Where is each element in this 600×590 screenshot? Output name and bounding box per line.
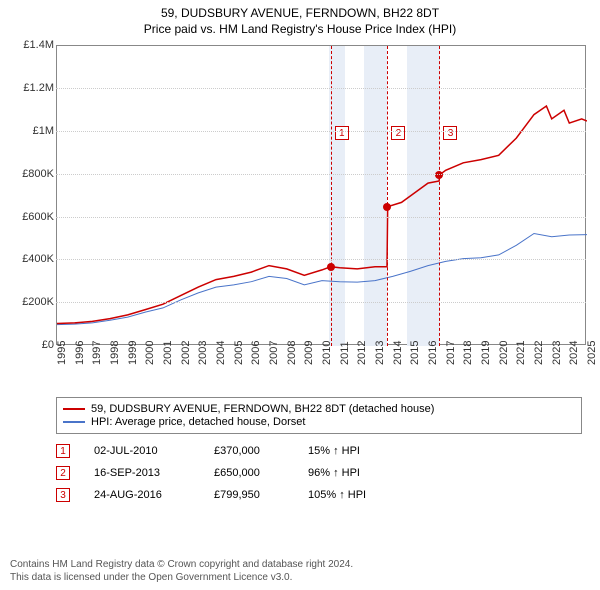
x-tick-label: 2005 [233,341,245,365]
gridline [56,131,586,132]
chart-area: 123 £0£200K£400K£600K£800K£1M£1.2M£1.4M1… [10,41,590,391]
x-tick-label: 2014 [392,341,404,365]
gridline [56,259,586,260]
transaction-vline [387,46,388,346]
transaction-price: £370,000 [214,445,284,457]
chart-title: 59, DUDSBURY AVENUE, FERNDOWN, BH22 8DT [10,6,590,22]
x-tick-label: 2001 [162,341,174,365]
x-tick-label: 2003 [197,341,209,365]
chart-lines [57,46,587,346]
gridline [56,302,586,303]
legend: 59, DUDSBURY AVENUE, FERNDOWN, BH22 8DT … [56,397,582,434]
transaction-date: 24-AUG-2016 [94,489,190,501]
chart-container: 59, DUDSBURY AVENUE, FERNDOWN, BH22 8DT … [0,0,600,590]
plot-region: 1 2 3 [56,45,586,345]
x-tick-label: 2000 [144,341,156,365]
transaction-date: 02-JUL-2010 [94,445,190,457]
transaction-marker-cell: 1 [56,444,70,458]
x-tick-label: 2022 [533,341,545,365]
transaction-row: 2 16-SEP-2013 £650,000 96% ↑ HPI [56,462,582,484]
transaction-table: 1 02-JUL-2010 £370,000 15% ↑ HPI 2 16-SEP-201… [56,440,582,506]
chart-subtitle: Price paid vs. HM Land Registry's House … [10,22,590,38]
transaction-row: 1 02-JUL-2010 £370,000 15% ↑ HPI [56,440,582,462]
x-tick-label: 2009 [303,341,315,365]
x-tick-label: 2020 [498,341,510,365]
x-tick-label: 1996 [74,341,86,365]
gridline [56,88,586,89]
x-tick-label: 2019 [480,341,492,365]
series_red-line [57,106,587,324]
legend-swatch [63,408,85,410]
transaction-date: 16-SEP-2013 [94,467,190,479]
transaction-vline [439,46,440,346]
series_blue-line [57,234,587,325]
y-tick-label: £1.2M [10,82,54,94]
x-tick-label: 2021 [515,341,527,365]
x-tick-label: 2004 [215,341,227,365]
x-tick-label: 1999 [127,341,139,365]
footer-line-1: Contains HM Land Registry data © Crown c… [10,558,353,571]
transaction-diff: 15% ↑ HPI [308,445,388,457]
y-tick-label: £1M [10,125,54,137]
x-tick-label: 2011 [339,342,351,366]
x-tick-label: 2002 [180,341,192,365]
gridline [56,217,586,218]
transaction-diff: 105% ↑ HPI [308,489,388,501]
transaction-diff: 96% ↑ HPI [308,467,388,479]
x-tick-label: 1995 [56,341,68,365]
x-tick-label: 2007 [268,341,280,365]
legend-swatch [63,421,85,423]
transaction-marker-cell: 2 [56,466,70,480]
y-tick-label: £400K [10,253,54,265]
transaction-price: £650,000 [214,467,284,479]
transaction-marker: 1 [335,126,349,140]
x-tick-label: 2023 [551,341,563,365]
x-tick-label: 2015 [409,341,421,365]
y-tick-label: £600K [10,211,54,223]
transaction-marker: 2 [391,126,405,140]
x-tick-label: 2025 [586,341,598,365]
gridline [56,174,586,175]
footer-line-2: This data is licensed under the Open Gov… [10,571,353,584]
y-tick-label: £800K [10,168,54,180]
legend-label: 59, DUDSBURY AVENUE, FERNDOWN, BH22 8DT … [91,403,434,415]
x-tick-label: 2018 [462,341,474,365]
transaction-price: £799,950 [214,489,284,501]
transaction-row: 3 24-AUG-2016 £799,950 105% ↑ HPI [56,484,582,506]
x-tick-label: 2016 [427,341,439,365]
x-tick-label: 2008 [286,341,298,365]
transaction-marker-cell: 3 [56,488,70,502]
transaction-marker: 3 [443,126,457,140]
x-tick-label: 1998 [109,341,121,365]
x-tick-label: 2017 [445,341,457,365]
transaction-dot [383,203,391,211]
transaction-vline [331,46,332,346]
y-tick-label: £0 [10,339,54,351]
x-tick-label: 2013 [374,341,386,365]
footer: Contains HM Land Registry data © Crown c… [10,558,353,584]
x-tick-label: 2010 [321,341,333,365]
y-tick-label: £200K [10,296,54,308]
legend-label: HPI: Average price, detached house, Dors… [91,416,305,428]
legend-item: 59, DUDSBURY AVENUE, FERNDOWN, BH22 8DT … [63,403,575,415]
x-tick-label: 1997 [91,341,103,365]
transaction-dot [435,171,443,179]
x-tick-label: 2012 [356,341,368,365]
transaction-dot [327,263,335,271]
x-tick-label: 2006 [250,341,262,365]
y-tick-label: £1.4M [10,39,54,51]
x-tick-label: 2024 [568,341,580,365]
legend-item: HPI: Average price, detached house, Dors… [63,416,575,428]
